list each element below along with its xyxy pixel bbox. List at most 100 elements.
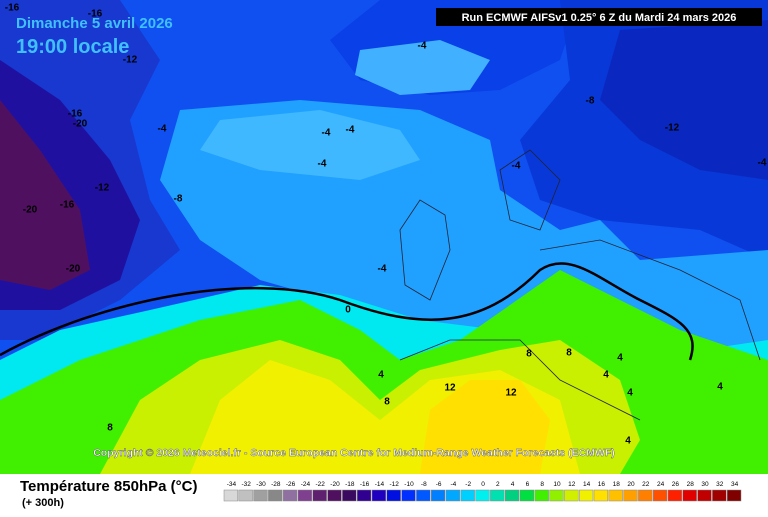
color-swatch	[726, 489, 742, 502]
colorbar-tick: -18	[345, 481, 355, 488]
colorbar-tick: 10	[553, 481, 561, 488]
colorbar-tick: 34	[731, 481, 739, 488]
colorbar-tick: -2	[465, 481, 471, 488]
colorbar-tick: 14	[583, 481, 591, 488]
color-swatch	[549, 489, 564, 502]
colorbar-tick: 32	[716, 481, 724, 488]
colorbar-tick: -20	[330, 481, 340, 488]
colorbar-tick: 22	[642, 481, 650, 488]
color-swatch	[327, 489, 342, 502]
lead-time: (+ 300h)	[22, 497, 64, 509]
color-swatch	[223, 489, 239, 502]
contour-label: 0	[345, 305, 351, 316]
contour-label: 12	[505, 388, 517, 399]
color-swatch	[445, 489, 461, 502]
contour-label: 4	[378, 370, 384, 381]
colorbar-tick: 28	[687, 481, 695, 488]
contour-label: 4	[603, 370, 609, 381]
color-swatch	[297, 489, 313, 502]
colorbar-tick: 12	[568, 481, 576, 488]
contour-label: -4	[346, 125, 355, 136]
contour-label: 12	[444, 383, 456, 394]
contour-label: -20	[23, 205, 38, 216]
contour-label: -4	[418, 41, 427, 52]
color-swatch	[253, 489, 268, 502]
colorbar-tick: 2	[496, 481, 500, 488]
color-swatch	[712, 489, 727, 502]
contour-label: -16	[5, 3, 20, 14]
map-field	[0, 0, 768, 474]
colorbar-tick: -12	[389, 481, 399, 488]
colorbar-tick: 8	[540, 481, 544, 488]
colorbar-tick: -6	[436, 481, 442, 488]
color-swatch	[652, 489, 668, 502]
contour-label: 4	[617, 353, 623, 364]
colorbar-tick: 6	[526, 481, 530, 488]
color-swatch	[504, 489, 520, 502]
contour-label: -8	[586, 96, 595, 107]
colorbar-tick: -4	[451, 481, 457, 488]
contour-labels: -16-16-12-4-8-16-20 -4 -4 -4 -12-4 -4 -4-12-8-…	[5, 3, 767, 447]
colorbar-tick: 24	[657, 481, 665, 488]
contour-label: -4	[512, 161, 521, 172]
contour-label: -16	[88, 9, 103, 20]
color-swatch	[312, 489, 327, 502]
contour-label: 8	[526, 349, 532, 360]
color-swatch	[534, 489, 549, 502]
contour-label: -12	[665, 123, 680, 134]
color-swatch	[475, 489, 490, 502]
colorbar-tick: -10	[404, 481, 414, 488]
colorbar-tick: -14	[375, 481, 385, 488]
color-swatch	[416, 489, 431, 502]
color-swatch	[268, 489, 283, 502]
contour-label: -4	[318, 159, 327, 170]
colorbar-tick: -30	[256, 481, 266, 488]
color-swatch	[578, 489, 594, 502]
contour-label: 8	[107, 423, 113, 434]
color-swatch	[667, 489, 683, 502]
forecast-time: 19:00 locale	[16, 36, 129, 58]
contour-label: -16	[68, 109, 83, 120]
colorbar-tick: -28	[271, 481, 281, 488]
forecast-date: Dimanche 5 avril 2026	[16, 15, 173, 32]
contour-label: -4	[378, 264, 387, 275]
contour-label: 8	[384, 397, 390, 408]
contour-label: -20	[66, 264, 81, 275]
contour-label: -20	[73, 119, 88, 130]
color-swatch	[519, 489, 535, 502]
color-swatch	[238, 489, 253, 502]
legend-title: Température 850hPa (°C)	[20, 478, 197, 495]
run-info: Run ECMWF AIFSv1 0.25° 6 Z du Mardi 24 m…	[462, 12, 737, 24]
color-swatch	[608, 489, 623, 502]
run-banner	[436, 8, 762, 26]
colorbar-tick: -24	[301, 481, 311, 488]
color-swatch	[342, 489, 357, 502]
contour-label: -4	[158, 124, 167, 135]
colorbar-tick: 20	[627, 481, 635, 488]
contour-label: -4	[758, 158, 767, 169]
color-swatch	[401, 489, 416, 502]
colorbar: -34 -32 -30 -28 -26 -24 -22 -20 -18 -16 -14 -12 -10-…	[223, 481, 742, 502]
contour-label: -16	[60, 200, 75, 211]
color-swatch	[282, 489, 298, 502]
color-swatch	[593, 489, 609, 502]
contour-label: 8	[566, 348, 572, 359]
color-swatch	[490, 489, 505, 502]
colorbar-tick: 30	[701, 481, 709, 488]
colorbar-tick: -22	[315, 481, 325, 488]
color-swatch	[386, 489, 401, 502]
color-swatch	[564, 489, 579, 502]
contour-label: -4	[322, 128, 331, 139]
colorbar-tick: 4	[511, 481, 515, 488]
color-swatch	[638, 489, 653, 502]
contour-label: 4	[717, 382, 723, 393]
contour-label: -8	[174, 194, 183, 205]
contour-label: 4	[625, 436, 631, 447]
colorbar-tick: -8	[421, 481, 427, 488]
color-swatch	[460, 489, 475, 502]
color-swatch	[682, 489, 697, 502]
color-swatch	[356, 489, 372, 502]
color-swatch	[371, 489, 387, 502]
colorbar-tick: -26	[286, 481, 296, 488]
